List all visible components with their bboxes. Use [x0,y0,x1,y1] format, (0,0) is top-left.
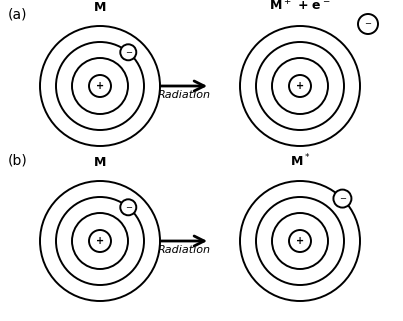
Text: M$^+$ + e$^-$: M$^+$ + e$^-$ [269,0,331,14]
Text: M: M [94,156,106,169]
Circle shape [358,14,378,34]
Text: +: + [96,236,104,246]
Text: (a): (a) [8,8,27,22]
Text: −: − [125,203,132,212]
Text: +: + [296,81,304,91]
Text: +: + [96,81,104,91]
Circle shape [120,44,136,60]
Text: (b): (b) [8,153,28,167]
Text: +: + [296,236,304,246]
Circle shape [333,190,351,208]
Circle shape [120,199,136,215]
Text: −: − [339,194,346,203]
Text: −: − [364,20,372,29]
Text: Radiation: Radiation [158,245,210,255]
Text: Radiation: Radiation [158,90,210,100]
Text: M: M [94,1,106,14]
Text: −: − [125,48,132,57]
Text: M$^*$: M$^*$ [290,152,310,169]
